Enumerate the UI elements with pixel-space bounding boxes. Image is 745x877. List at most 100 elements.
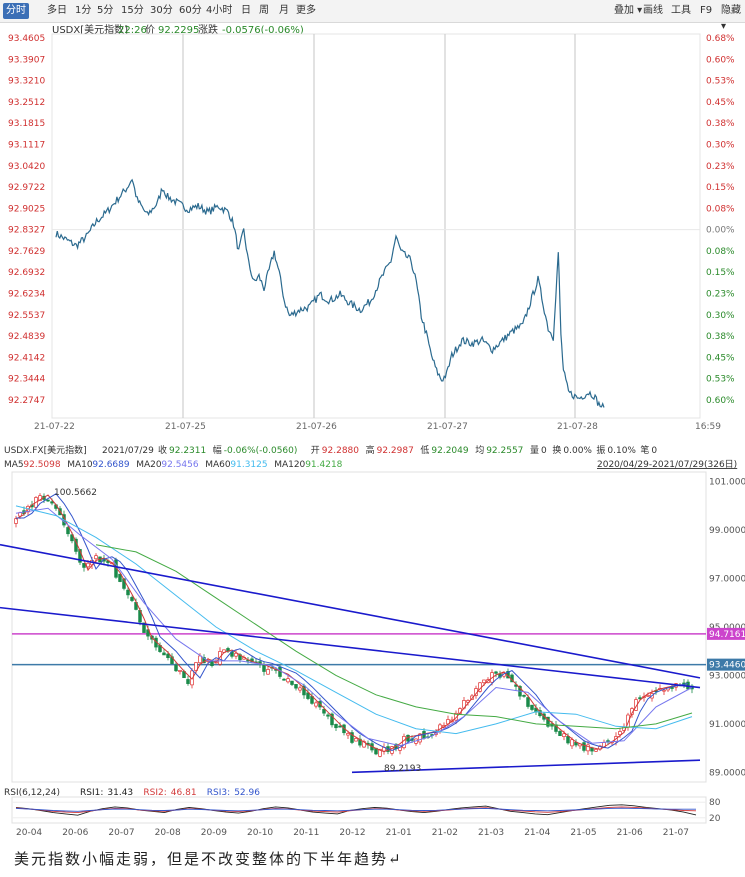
intraday-change-label: 涨跌	[198, 23, 218, 36]
ma-value: 92.5098	[23, 460, 60, 470]
low-annotation: 89.2193	[384, 764, 421, 774]
intraday-y-tick: 92.9722	[8, 183, 45, 193]
period-tab-7[interactable]: 4小时	[206, 5, 233, 16]
ma-label: MA10	[67, 460, 93, 470]
candle-body	[70, 534, 74, 542]
intraday-pct-tick: 0.23%	[706, 162, 735, 172]
daily-symbol: USDX.FX[美元指数]	[4, 444, 87, 456]
ma-line-ma60	[15, 505, 693, 735]
period-tab-11[interactable]: 更多	[296, 5, 316, 16]
candle-body	[566, 736, 570, 744]
candle-body	[262, 665, 266, 672]
intraday-pct-tick: 0.08%	[706, 204, 735, 214]
candle-body	[298, 687, 302, 691]
level-badge-text: 93.4460	[709, 661, 745, 671]
candle-body	[118, 573, 122, 582]
candle-body	[162, 652, 166, 656]
quote-value: 92.2311	[169, 446, 206, 456]
period-tab-4[interactable]: 15分	[121, 5, 144, 16]
candle-body	[78, 549, 82, 563]
period-tab-3[interactable]: 5分	[97, 5, 114, 16]
quote-label: 幅	[213, 444, 222, 456]
quote-label: 量	[530, 445, 539, 456]
rsi-value: 52.96	[234, 788, 260, 798]
candle-body	[334, 724, 338, 729]
candle-body	[50, 501, 54, 504]
daily-chart: USDX.FX[美元指数] 2021/07/29 收 92.2311 幅 -0.06%(-…	[0, 444, 745, 783]
rsi-label: RSI1:	[80, 788, 103, 798]
period-tab-1[interactable]: 多日	[47, 5, 67, 16]
quote-label: 换	[552, 444, 561, 456]
period-toolbar: 分时 多日 1分 5分 15分 30分 60分 4小时日周月更多 叠加 ▾ 画线 工具 F9 隐藏 ▾	[0, 0, 745, 32]
candle-body	[166, 653, 170, 659]
quote-label: 均	[475, 444, 484, 456]
period-tab-6[interactable]: 60分	[179, 5, 202, 16]
period-tab-2[interactable]: 1分	[75, 5, 92, 16]
intraday-y-tick: 93.2512	[8, 98, 45, 108]
candle-body	[142, 622, 146, 633]
intraday-y-tick: 92.8327	[8, 226, 45, 236]
intraday-pct-tick: 0.08%	[706, 247, 735, 257]
intraday-pct-tick: 0.23%	[706, 290, 735, 300]
candle-body	[282, 678, 286, 681]
rsi-panel: RSI(6,12,24) RSI1: 31.43 RSI2: 46.81 RSI3: 52.…	[4, 788, 721, 838]
daily-x-label: 21-06	[617, 828, 643, 838]
tool-button-2[interactable]: 工具	[671, 5, 691, 16]
rsi-frame	[11, 796, 707, 824]
candle-body	[522, 695, 526, 697]
tool-button-0[interactable]: 叠加 ▾	[614, 5, 643, 16]
ma-value: 91.3125	[230, 460, 267, 470]
candle-body	[210, 661, 214, 667]
period-tab-9[interactable]: 周	[259, 5, 269, 16]
intraday-frame	[51, 33, 701, 419]
tool-button-4[interactable]: 隐藏 ▾	[721, 5, 741, 32]
period-tab-0[interactable]: 分时	[3, 3, 29, 19]
candle-body	[662, 689, 666, 692]
candle-body	[354, 738, 358, 742]
candle-body	[174, 664, 178, 672]
candle-body	[126, 589, 130, 596]
ma-line-ma20	[15, 507, 693, 747]
candle-body	[302, 685, 306, 696]
tool-button-3[interactable]: F9	[700, 5, 713, 16]
daily-x-label: 20-08	[155, 828, 181, 838]
level-badge-text: 94.7161	[709, 630, 745, 640]
candle-body	[266, 669, 270, 675]
quote-value: 92.2880	[322, 446, 359, 456]
candle-body	[570, 739, 574, 747]
quote-label: 低	[420, 444, 429, 456]
candle-body	[186, 679, 190, 684]
candle-body	[558, 731, 562, 736]
candle-body	[418, 733, 422, 743]
ma-line-ma5	[15, 494, 689, 753]
ma-label: MA20	[136, 460, 162, 470]
intraday-y-tick: 93.1815	[8, 119, 45, 129]
candle-body	[14, 518, 18, 524]
daily-y-tick: 93.0000	[709, 671, 745, 681]
daily-quote-bar: USDX.FX[美元指数] 2021/07/29 收 92.2311 幅 -0.06%(-…	[4, 444, 657, 456]
intraday-change: -0.0576(-0.06%)	[222, 25, 304, 36]
candle-body	[202, 657, 206, 664]
intraday-x-label: 21-07-28	[557, 422, 598, 432]
rsi-legend: RSI(6,12,24) RSI1: 31.43 RSI2: 46.81 RSI3: 52.…	[4, 788, 260, 798]
intraday-pct-tick: 0.00%	[706, 226, 735, 236]
period-tab-10[interactable]: 月	[279, 5, 289, 16]
period-tab-5[interactable]: 30分	[150, 5, 173, 16]
ma-label: MA60	[205, 460, 231, 470]
daily-x-label: 20-06	[62, 828, 88, 838]
intraday-pct-tick: 0.45%	[706, 98, 735, 108]
daily-y-tick: 91.0000	[709, 720, 745, 730]
candle-body	[314, 702, 318, 707]
period-tab-8[interactable]: 日	[241, 5, 251, 16]
intraday-y-tick: 92.7629	[8, 247, 45, 257]
tool-button-1[interactable]: 画线	[643, 5, 663, 16]
candle-body	[350, 732, 354, 743]
candle-body	[146, 629, 150, 637]
rsi-label: RSI2:	[143, 788, 166, 798]
intraday-y-tick: 92.3444	[8, 375, 45, 385]
quote-value: 0	[651, 446, 657, 456]
quote-value: -0.06%(-0.0560)	[224, 446, 298, 456]
high-annotation: 100.5662	[54, 488, 97, 498]
daily-x-label: 21-02	[432, 828, 458, 838]
